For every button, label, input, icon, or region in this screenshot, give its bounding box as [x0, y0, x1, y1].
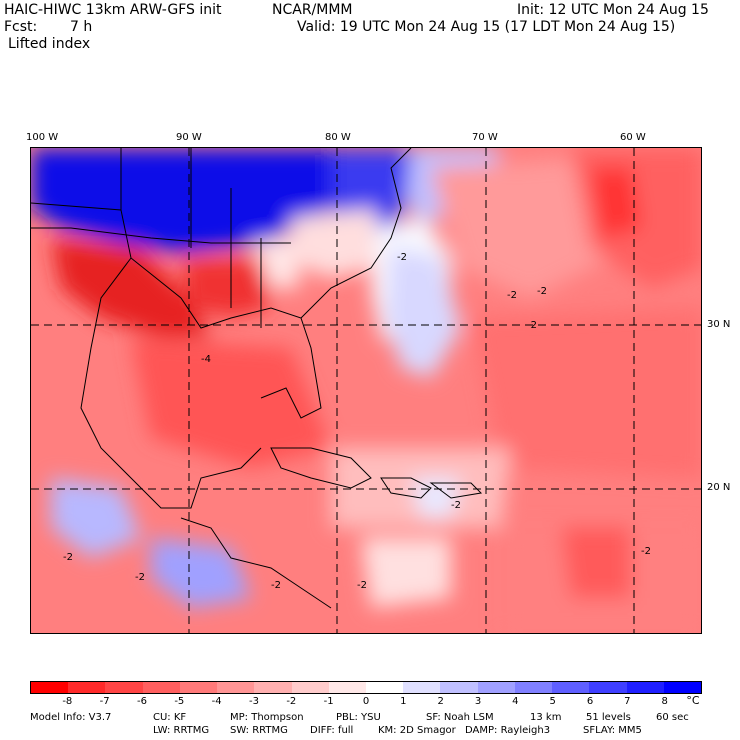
contour-label: -2	[63, 552, 73, 563]
colorbar-tick-label: 1	[400, 696, 407, 707]
colorbar-swatch	[179, 682, 218, 693]
init-time: Init: 12 UTC Mon 24 Aug 15	[517, 2, 709, 18]
footer-pbl: PBL: YSU	[336, 712, 381, 723]
colorbar-tick-label: -5	[174, 696, 185, 707]
colorbar-swatch	[626, 682, 664, 693]
colorbar-swatch	[403, 682, 441, 693]
colorbar-swatch	[514, 682, 553, 693]
colorbar-unit: °C	[686, 694, 700, 707]
footer-sw: SW: RRTMG	[230, 725, 288, 736]
contour-label: -2	[135, 572, 145, 583]
footer-sflay: SFLAY: MM5	[583, 725, 642, 736]
footer-sf: SF: Noah LSM	[426, 712, 494, 723]
colorbar-tick-label: 2	[437, 696, 444, 707]
colorbar-tick-label: -2	[286, 696, 297, 707]
footer-diff: DIFF: full	[310, 725, 354, 736]
lon-label-100w: 100 W	[26, 132, 59, 143]
contour-label: -2	[271, 580, 281, 591]
colorbar-tick-label: -7	[99, 696, 110, 707]
colorbar-swatch	[217, 682, 255, 693]
colorbar-swatch	[589, 682, 627, 693]
colorbar-swatch	[477, 682, 515, 693]
contour-labels: -2 -2 -2 -2 -2 -4 -2 -2 -2 -2 -2	[63, 252, 651, 591]
contour-label: -2	[451, 500, 461, 511]
colorbar-swatch	[663, 682, 701, 693]
colorbar-tick-label: -1	[323, 696, 334, 707]
colorbar-swatch	[105, 682, 143, 693]
contour-label: -2	[641, 546, 651, 557]
colorbar-tick-label: -8	[62, 696, 73, 707]
lon-label-70w: 70 W	[472, 132, 498, 143]
contour-label: -2	[357, 580, 367, 591]
contour-label: -2	[537, 286, 547, 297]
colorbar-tick-label: -6	[137, 696, 147, 707]
colorbar-swatch	[328, 682, 366, 693]
forecast-hour: 7 h	[70, 19, 93, 35]
colorbar-tick-label: 7	[624, 696, 631, 707]
footer-mp: MP: Thompson	[230, 712, 304, 723]
lifted-index-map: -2 -2 -2 -2 -2 -4 -2 -2 -2 -2 -2	[30, 147, 702, 634]
colorbar-swatch	[552, 682, 590, 693]
footer-timestep: 60 sec	[656, 712, 689, 723]
model-title: HAIC-HIWC 13km ARW-GFS init	[4, 2, 222, 18]
colorbar-tick-label: 3	[474, 696, 482, 707]
organization: NCAR/MMM	[272, 2, 353, 18]
colorbar-tick-label: 6	[586, 696, 594, 707]
field-name: Lifted index	[8, 36, 91, 52]
colorbar-tick-label: -4	[211, 696, 222, 707]
footer-cu: CU: KF	[153, 712, 187, 723]
lat-lon-grid	[31, 148, 701, 633]
footer-levels: 51 levels	[586, 712, 631, 723]
colorbar-tick-label: 0	[362, 696, 370, 707]
lon-label-60w: 60 W	[620, 132, 646, 143]
colorbar-swatch	[254, 682, 292, 693]
colorbar-swatch	[365, 682, 404, 693]
contour-label: -2	[507, 290, 517, 301]
footer-model-info: Model Info: V3.7	[30, 712, 112, 723]
coastlines	[31, 148, 483, 609]
colorbar-swatch	[31, 682, 69, 693]
footer-damp: DAMP: Rayleigh3	[465, 725, 551, 736]
contour-label: -4	[201, 354, 211, 365]
lat-label-20n: 20 N	[707, 482, 731, 493]
lon-label-90w: 90 W	[176, 132, 202, 143]
forecast-label: Fcst:	[4, 19, 38, 35]
colorbar-tick-label: -3	[249, 696, 259, 707]
colorbar-swatch	[291, 682, 329, 693]
footer-lw: LW: RRTMG	[153, 725, 210, 736]
lat-label-30n: 30 N	[707, 319, 731, 330]
colorbar-swatch	[142, 682, 180, 693]
lon-label-80w: 80 W	[325, 132, 351, 143]
colorbar-tick-label: 5	[549, 696, 556, 707]
colorbar-tick-label: 8	[661, 696, 668, 707]
colorbar-tick-label: 4	[512, 696, 519, 707]
valid-time: Valid: 19 UTC Mon 24 Aug 15 (17 LDT Mon …	[297, 19, 676, 35]
shaded-field	[31, 148, 701, 633]
contour-label: -2	[397, 252, 407, 263]
footer-km: KM: 2D Smagor	[378, 725, 456, 736]
color-scale-bar	[30, 681, 702, 694]
footer-resolution: 13 km	[530, 712, 562, 723]
colorbar-swatch	[440, 682, 478, 693]
contour-label: -2	[527, 320, 537, 331]
colorbar-swatch	[68, 682, 106, 693]
